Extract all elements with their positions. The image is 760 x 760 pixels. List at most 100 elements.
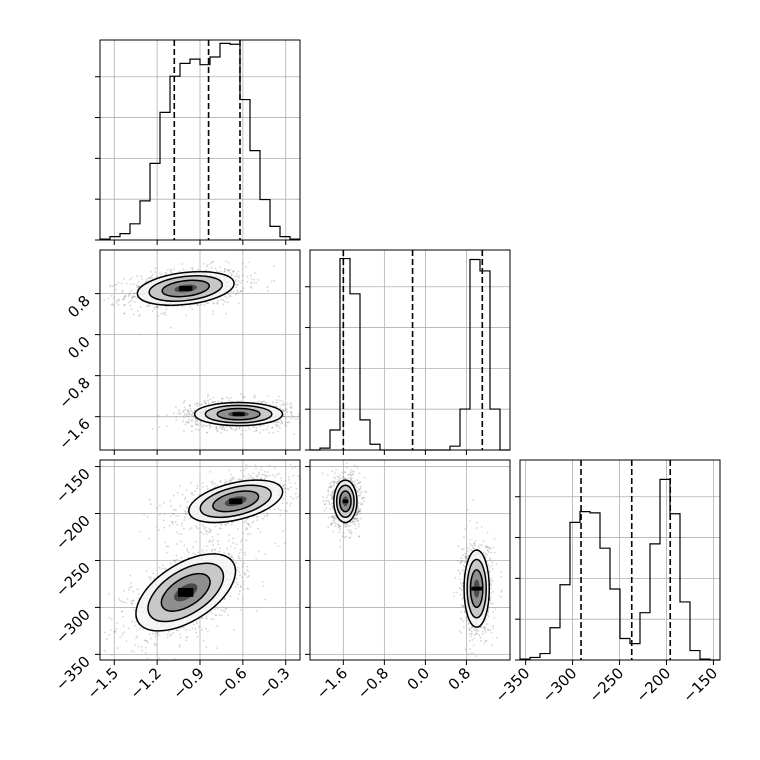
sample-point bbox=[178, 485, 181, 487]
sample-point bbox=[232, 270, 235, 273]
sample-point bbox=[110, 294, 113, 297]
sample-point bbox=[242, 287, 245, 290]
sample-point bbox=[176, 491, 179, 494]
sample-point bbox=[225, 524, 228, 526]
sample-point bbox=[111, 303, 114, 306]
sample-point bbox=[150, 276, 153, 278]
sample-point bbox=[273, 279, 275, 282]
sample-point bbox=[288, 421, 291, 423]
sample-point bbox=[91, 626, 93, 628]
sample-point bbox=[206, 302, 209, 305]
sample-point bbox=[234, 585, 237, 588]
sample-point bbox=[293, 433, 296, 436]
sample-point bbox=[145, 305, 148, 308]
sample-point bbox=[204, 402, 207, 405]
sample-point bbox=[281, 421, 284, 424]
sample-point bbox=[173, 559, 175, 562]
sample-point bbox=[133, 295, 136, 298]
sample-point bbox=[288, 479, 290, 481]
sample-point bbox=[224, 597, 226, 600]
sample-point bbox=[171, 521, 174, 524]
sample-point bbox=[150, 503, 152, 506]
sample-point bbox=[129, 300, 131, 303]
sample-point bbox=[276, 421, 278, 424]
sample-point bbox=[359, 481, 362, 483]
sample-point bbox=[283, 483, 286, 486]
sample-point bbox=[179, 633, 181, 636]
sample-point bbox=[285, 408, 288, 411]
sample-point bbox=[156, 306, 159, 309]
sample-point bbox=[66, 295, 68, 297]
sample-point bbox=[196, 635, 199, 638]
sample-point bbox=[111, 654, 113, 656]
sample-point bbox=[247, 473, 250, 476]
sample-point bbox=[190, 425, 193, 428]
sample-point bbox=[185, 414, 188, 417]
sample-point bbox=[271, 426, 274, 429]
sample-point bbox=[223, 610, 226, 613]
sample-point bbox=[352, 472, 355, 475]
sample-point bbox=[132, 313, 135, 316]
y-tick-label: −150 bbox=[52, 465, 94, 507]
sample-point bbox=[188, 528, 191, 531]
sample-point bbox=[263, 478, 266, 481]
sample-point bbox=[229, 595, 232, 598]
x-tick-label: 0.0 bbox=[404, 664, 434, 694]
sample-point bbox=[237, 527, 239, 530]
sample-point bbox=[194, 627, 197, 630]
sample-point bbox=[226, 613, 229, 616]
sample-point bbox=[358, 481, 361, 484]
sample-point bbox=[271, 427, 273, 429]
density-param-0-vs-param-2-panel: −1.5 −1.2 −0.9 −0.6 −0.3−150−200−250−300−350 bbox=[52, 459, 301, 703]
sample-point bbox=[201, 403, 204, 406]
sample-point bbox=[182, 626, 185, 629]
sample-point bbox=[157, 414, 160, 417]
sample-point bbox=[189, 306, 192, 308]
sample-point bbox=[242, 396, 244, 399]
sample-point bbox=[242, 587, 245, 590]
sample-point bbox=[122, 615, 125, 618]
sample-point bbox=[175, 629, 178, 631]
sample-point bbox=[227, 552, 230, 555]
sample-point bbox=[220, 614, 223, 617]
sample-point bbox=[214, 267, 217, 270]
sample-point bbox=[175, 406, 177, 409]
sample-point bbox=[182, 416, 185, 419]
sample-point bbox=[330, 485, 333, 488]
sample-point bbox=[209, 262, 212, 265]
sample-point bbox=[116, 299, 119, 302]
sample-point bbox=[255, 515, 258, 518]
sample-point bbox=[129, 283, 132, 286]
sample-point bbox=[209, 398, 212, 401]
sample-point bbox=[186, 507, 189, 510]
x-tick-label: −0.9 bbox=[169, 664, 207, 702]
y-tick-label: 0.0 bbox=[64, 333, 94, 363]
sample-point bbox=[296, 417, 299, 420]
sample-point bbox=[235, 286, 238, 289]
sample-point bbox=[178, 627, 181, 630]
sample-point bbox=[128, 293, 131, 296]
sample-point bbox=[157, 634, 160, 637]
sample-point bbox=[290, 405, 293, 408]
sample-point bbox=[235, 543, 238, 546]
sample-point bbox=[279, 509, 282, 512]
sample-point bbox=[246, 518, 249, 520]
sample-point bbox=[221, 427, 223, 430]
sample-point bbox=[194, 418, 197, 421]
sample-point bbox=[186, 409, 189, 412]
sample-point bbox=[183, 544, 186, 547]
sample-point bbox=[360, 502, 363, 505]
sample-point bbox=[191, 491, 194, 494]
sample-point bbox=[205, 402, 208, 405]
sample-point bbox=[195, 423, 198, 426]
sample-point bbox=[210, 611, 212, 614]
axes-frame bbox=[99, 39, 301, 241]
sample-point bbox=[248, 428, 251, 430]
sample-point bbox=[186, 413, 189, 416]
sample-point bbox=[230, 273, 233, 275]
sample-point bbox=[212, 310, 214, 313]
sample-point bbox=[122, 277, 125, 280]
sample-point bbox=[289, 504, 291, 507]
sample-point bbox=[259, 469, 262, 471]
sample-point bbox=[122, 298, 125, 301]
